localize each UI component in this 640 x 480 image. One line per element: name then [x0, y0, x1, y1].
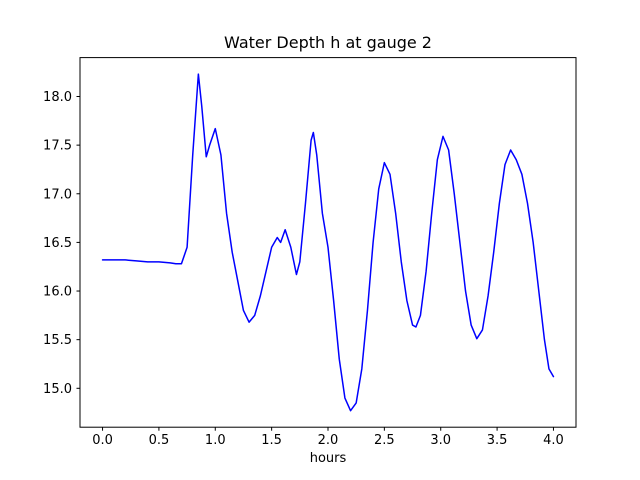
x-axis-tick-label: 1.5	[261, 433, 282, 448]
y-axis-tick-label: 17.5	[43, 139, 72, 154]
y-axis-tick-label: 16.0	[43, 285, 72, 300]
x-axis-tick-label: 4.0	[543, 433, 564, 448]
x-axis-tick-label: 1.0	[205, 433, 226, 448]
y-axis-tick-label: 17.0	[43, 187, 72, 202]
ticks-layer: 0.0 0.5 1.0 1.5 2.0 2.5 3.0 3.5 4.0 15.0 15.5 16.0 1…	[43, 90, 564, 448]
data-line-series	[101, 73, 555, 412]
x-axis-tick-label: 3.0	[430, 433, 451, 448]
x-axis-label: hours	[310, 451, 347, 466]
plot-area	[80, 57, 576, 428]
x-axis-tick-label: 0.5	[149, 433, 170, 448]
y-axis-tick-label: 15.0	[43, 382, 72, 397]
x-axis-tick-label: 2.0	[318, 433, 339, 448]
chart-title: Water Depth h at gauge 2	[224, 33, 432, 52]
x-axis-tick-label: 3.5	[487, 433, 508, 448]
x-axis-tick-label: 2.5	[374, 433, 395, 448]
axes-spines	[79, 57, 577, 428]
y-axis-tick-label: 18.0	[43, 90, 72, 105]
y-axis-tick-label: 16.5	[43, 236, 72, 251]
x-axis-tick-label: 0.0	[92, 433, 113, 448]
y-axis-tick-label: 15.5	[43, 333, 72, 348]
